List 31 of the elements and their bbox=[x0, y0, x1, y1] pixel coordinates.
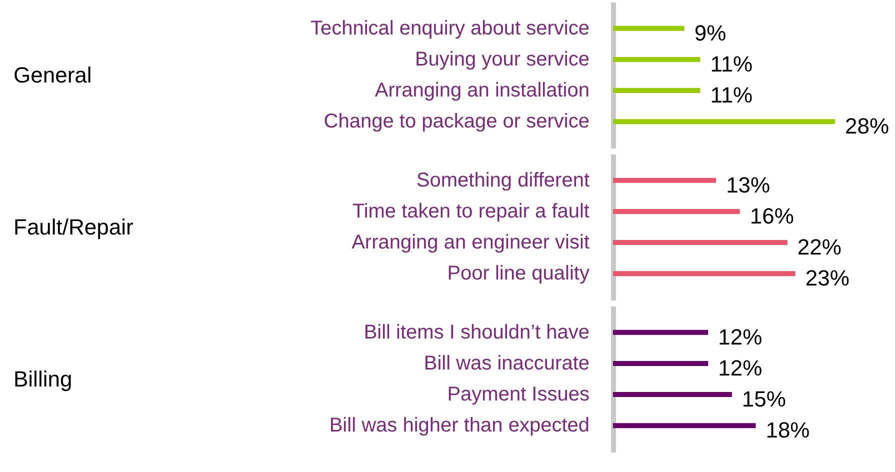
y-axis-title: Fault/Repair bbox=[14, 214, 134, 240]
data-label: 15% bbox=[742, 386, 786, 412]
y-axis-title: General bbox=[14, 62, 92, 88]
bar bbox=[613, 271, 796, 276]
data-label: 11% bbox=[710, 51, 753, 76]
data-label: 12% bbox=[718, 355, 762, 380]
y-tick-label: Poor line quality bbox=[447, 262, 590, 285]
data-label: 16% bbox=[750, 203, 794, 228]
y-tick-label: Change to package or service bbox=[324, 110, 590, 133]
y-tick-label: Arranging an engineer visit bbox=[352, 232, 590, 254]
y-tick-label: Bill items I shouldn’t have bbox=[364, 321, 590, 344]
data-label: 28% bbox=[845, 114, 890, 139]
data-label: 13% bbox=[726, 172, 770, 198]
y-tick-label: Bill was higher than expected bbox=[329, 414, 590, 437]
y-tick-label: Bill was inaccurate bbox=[424, 352, 590, 374]
y-tick-label: Buying your service bbox=[414, 48, 590, 70]
y-tick-label: Something different bbox=[416, 169, 590, 192]
y-axis-title: Billing bbox=[14, 366, 72, 392]
data-label: 22% bbox=[797, 234, 842, 260]
data-label: 11% bbox=[710, 82, 753, 108]
y-tick-label: Time taken to repair a fault bbox=[352, 200, 590, 222]
y-tick-label: Technical enquiry about service bbox=[310, 17, 590, 40]
y-tick-label: Payment Issues bbox=[447, 384, 590, 406]
bar bbox=[613, 208, 740, 214]
data-label: 9% bbox=[694, 20, 726, 46]
bar bbox=[613, 178, 716, 183]
bar bbox=[613, 240, 788, 246]
y-tick-label: Arranging an installation bbox=[374, 80, 590, 102]
data-label: 12% bbox=[718, 324, 762, 350]
data-label: 18% bbox=[766, 418, 810, 443]
data-label: 23% bbox=[805, 266, 850, 291]
